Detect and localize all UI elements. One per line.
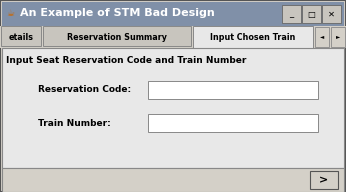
Bar [331,27,345,47]
Bar [148,81,318,99]
Bar [1,26,41,46]
Text: ◄: ◄ [320,35,324,40]
Text: ✕: ✕ [328,9,335,18]
Bar [2,168,344,192]
Bar [2,48,344,168]
Bar [315,27,329,47]
Text: ☕: ☕ [6,9,14,18]
Bar [282,5,301,23]
Text: □: □ [308,9,316,18]
Text: Input Chosen Train: Input Chosen Train [210,32,296,41]
Bar [2,2,344,26]
Bar [310,171,338,189]
Text: An Example of STM Bad Design: An Example of STM Bad Design [20,8,215,18]
Bar [148,114,318,132]
Text: >: > [319,175,329,185]
Bar [43,26,191,46]
Text: etails: etails [9,32,34,41]
Text: Reservation Code:: Reservation Code: [38,85,131,94]
Text: Input Seat Reservation Code and Train Number: Input Seat Reservation Code and Train Nu… [6,56,246,65]
Bar [322,5,341,23]
Text: _: _ [289,9,294,18]
Text: Reservation Summary: Reservation Summary [67,32,167,41]
Bar [193,26,313,48]
Text: Train Number:: Train Number: [38,118,111,127]
Text: ►: ► [336,35,340,40]
Bar [0,26,346,48]
Bar [302,5,321,23]
